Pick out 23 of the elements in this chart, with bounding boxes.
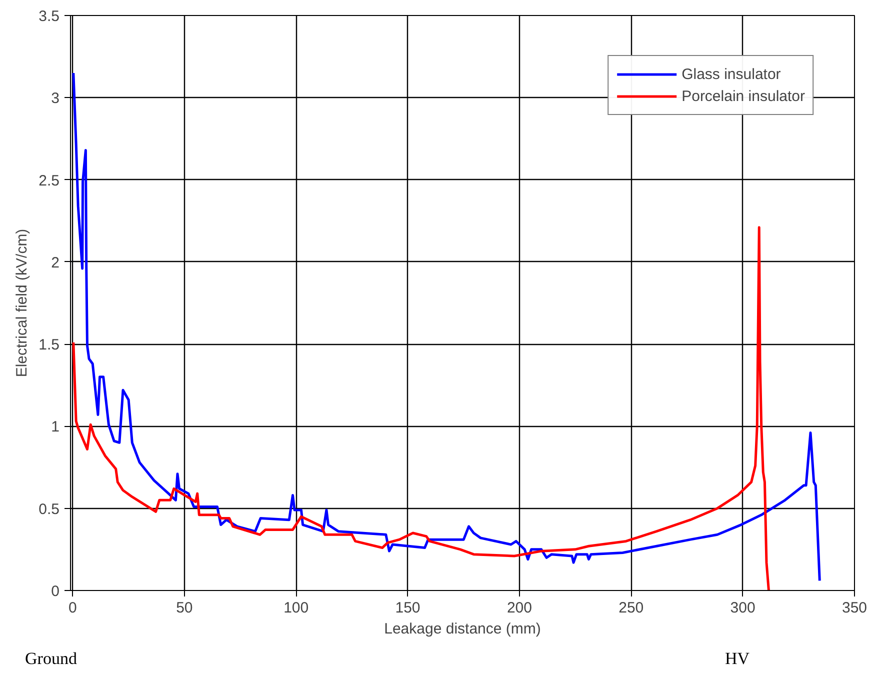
y-tick-label: 0	[51, 583, 60, 600]
x-axis-title: Leakage distance (mm)	[384, 620, 541, 638]
y-tick-label: 2	[51, 254, 60, 272]
y-tick-label: 1	[51, 418, 60, 436]
x-tick-label: 300	[730, 600, 756, 616]
legend-label: Porcelain insulator	[682, 88, 805, 104]
x-tick-label: 100	[284, 600, 309, 616]
x-tick-label: 50	[176, 600, 193, 616]
y-axis-title: Electrical field (kV/cm)	[14, 228, 31, 378]
x-tick-label: 200	[506, 600, 532, 616]
legend-label: Glass insulator	[682, 66, 781, 82]
x-tick-label: 350	[842, 600, 868, 616]
y-tick-label: 2.5	[38, 172, 60, 190]
x-tick-label: 150	[395, 600, 420, 616]
x-tick-label: 0	[68, 600, 77, 616]
text: Ground	[25, 648, 77, 670]
y-tick-label: 3.5	[38, 8, 60, 25]
y-tick-label: 3	[51, 90, 60, 108]
text: HV	[725, 648, 750, 670]
y-tick-label: 0.5	[38, 500, 60, 518]
line-series	[72, 226, 770, 590]
y-tick-label: 1.5	[38, 336, 60, 354]
x-tick-label: 250	[618, 600, 644, 616]
